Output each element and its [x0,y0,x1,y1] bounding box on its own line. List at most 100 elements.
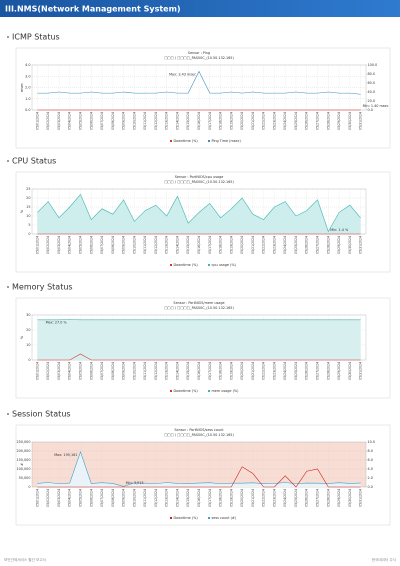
series-line [37,450,361,487]
y2-tick-label: 10.0 [368,440,376,444]
y-axis-label: % [20,209,24,213]
x-tick-label: 05/21/2024 [251,362,255,380]
section-title: CPU Status [12,157,56,166]
x-tick-label: 05/04/2024 [68,362,72,380]
legend-swatch [170,140,172,142]
section-bullet [7,36,9,38]
x-tick-label: 05/09/2024 [122,362,126,380]
x-tick-label: 05/11/2024 [143,112,147,130]
legend-swatch [208,264,210,266]
x-tick-label: 05/21/2024 [251,489,255,507]
legend-swatch [208,390,210,392]
x-tick-label: 05/10/2024 [132,236,136,254]
series-area [37,319,361,360]
x-tick-label: 05/07/2024 [100,236,104,254]
max-annotation: Max: 195,161 [54,453,77,457]
x-tick-label: 05/20/2024 [240,489,244,507]
section-title: Memory Status [12,283,73,292]
y-tick-label: 10 [26,343,30,347]
y2-tick-label: 8.0 [368,449,373,453]
x-tick-label: 05/05/2024 [78,362,82,380]
x-tick-label: 05/28/2024 [326,236,330,254]
x-tick-label: 05/24/2024 [283,236,287,254]
legend-label: Downtime (%) [174,263,199,267]
x-tick-label: 05/12/2024 [154,362,158,380]
y-tick-label: 4.0 [25,63,30,67]
y-tick-label: 150,000 [16,458,30,462]
x-tick-label: 05/08/2024 [111,112,115,130]
y2-tick-label: 20.0 [368,99,376,103]
x-tick-label: 05/20/2024 [240,362,244,380]
max-annotation: Max: 27.0 % [46,321,68,325]
x-tick-label: 05/29/2024 [337,112,341,130]
x-tick-label: 05/13/2024 [165,362,169,380]
y-tick-label: 100,000 [16,467,30,471]
x-tick-label: 05/15/2024 [186,489,190,507]
x-tick-label: 05/31/2024 [359,236,363,254]
x-tick-label: 05/20/2024 [240,236,244,254]
x-tick-label: 05/09/2024 [122,489,126,507]
y-tick-label: 0 [28,232,30,236]
x-tick-label: 05/22/2024 [262,362,266,380]
x-tick-label: 05/10/2024 [132,362,136,380]
y2-tick-label: 0.0 [368,485,373,489]
x-tick-label: 05/30/2024 [348,489,352,507]
chart-title: Sensor : PortNIOS/mem usage [173,301,224,305]
y-tick-label: 50,000 [19,476,31,480]
y-tick-label: 25 [26,187,30,191]
x-tick-label: 05/14/2024 [175,489,179,507]
chart-subtitle: □□□ / □□□□_PAS00C_(10.50.132.165) [164,56,234,60]
x-tick-label: 05/22/2024 [262,236,266,254]
x-tick-label: 05/02/2024 [46,489,50,507]
x-tick-label: 05/25/2024 [294,236,298,254]
x-tick-label: 05/17/2024 [208,362,212,380]
chart-subtitle: □□□ / □□□□_PAS00C_(10.50.132.165) [164,180,234,184]
x-tick-label: 05/17/2024 [208,236,212,254]
y2-tick-label: 0.0 [368,108,373,112]
x-tick-label: 05/12/2024 [154,489,158,507]
x-tick-label: 05/13/2024 [165,112,169,130]
x-tick-label: 05/21/2024 [251,236,255,254]
series-line [37,70,361,95]
x-tick-label: 05/13/2024 [165,236,169,254]
legend-swatch [208,140,210,142]
x-tick-label: 05/02/2024 [46,112,50,130]
x-tick-label: 05/03/2024 [57,489,61,507]
x-tick-label: 05/19/2024 [229,236,233,254]
x-tick-label: 05/19/2024 [229,112,233,130]
x-tick-label: 05/13/2024 [165,489,169,507]
x-tick-label: 05/05/2024 [78,489,82,507]
x-tick-label: 05/04/2024 [68,489,72,507]
x-tick-label: 05/18/2024 [219,236,223,254]
min-annotation: Min: 1.40 msec [363,104,389,108]
series-line [37,193,361,233]
y2-tick-label: 80.0 [368,72,376,76]
x-tick-label: 05/01/2024 [35,236,39,254]
x-tick-label: 05/09/2024 [122,112,126,130]
min-annotation: Min: 1.4 % [330,228,349,232]
x-tick-label: 05/10/2024 [132,489,136,507]
legend-label: Downtime (%) [174,516,199,520]
x-tick-label: 05/01/2024 [35,112,39,130]
x-tick-label: 05/15/2024 [186,362,190,380]
legend-swatch [170,390,172,392]
x-tick-label: 05/17/2024 [208,489,212,507]
legend-label: Ping Time (msec) [212,139,242,143]
section-title: Session Status [12,410,71,419]
y-tick-label: 200,000 [16,449,30,453]
y2-tick-label: 2.0 [368,476,373,480]
section-title: ICMP Status [12,33,60,42]
header-bar [0,0,400,17]
x-tick-label: 05/23/2024 [272,362,276,380]
legend-swatch [170,264,172,266]
x-tick-label: 05/16/2024 [197,489,201,507]
x-tick-label: 05/10/2024 [132,112,136,130]
x-tick-label: 05/31/2024 [359,489,363,507]
y2-tick-label: 40.0 [368,90,376,94]
x-tick-label: 05/29/2024 [337,362,341,380]
y2-tick-label: 60.0 [368,81,376,85]
header-title: III.NMS(Network Management System) [5,5,181,14]
x-tick-label: 05/29/2024 [337,236,341,254]
y-tick-label: 0.0 [25,108,30,112]
